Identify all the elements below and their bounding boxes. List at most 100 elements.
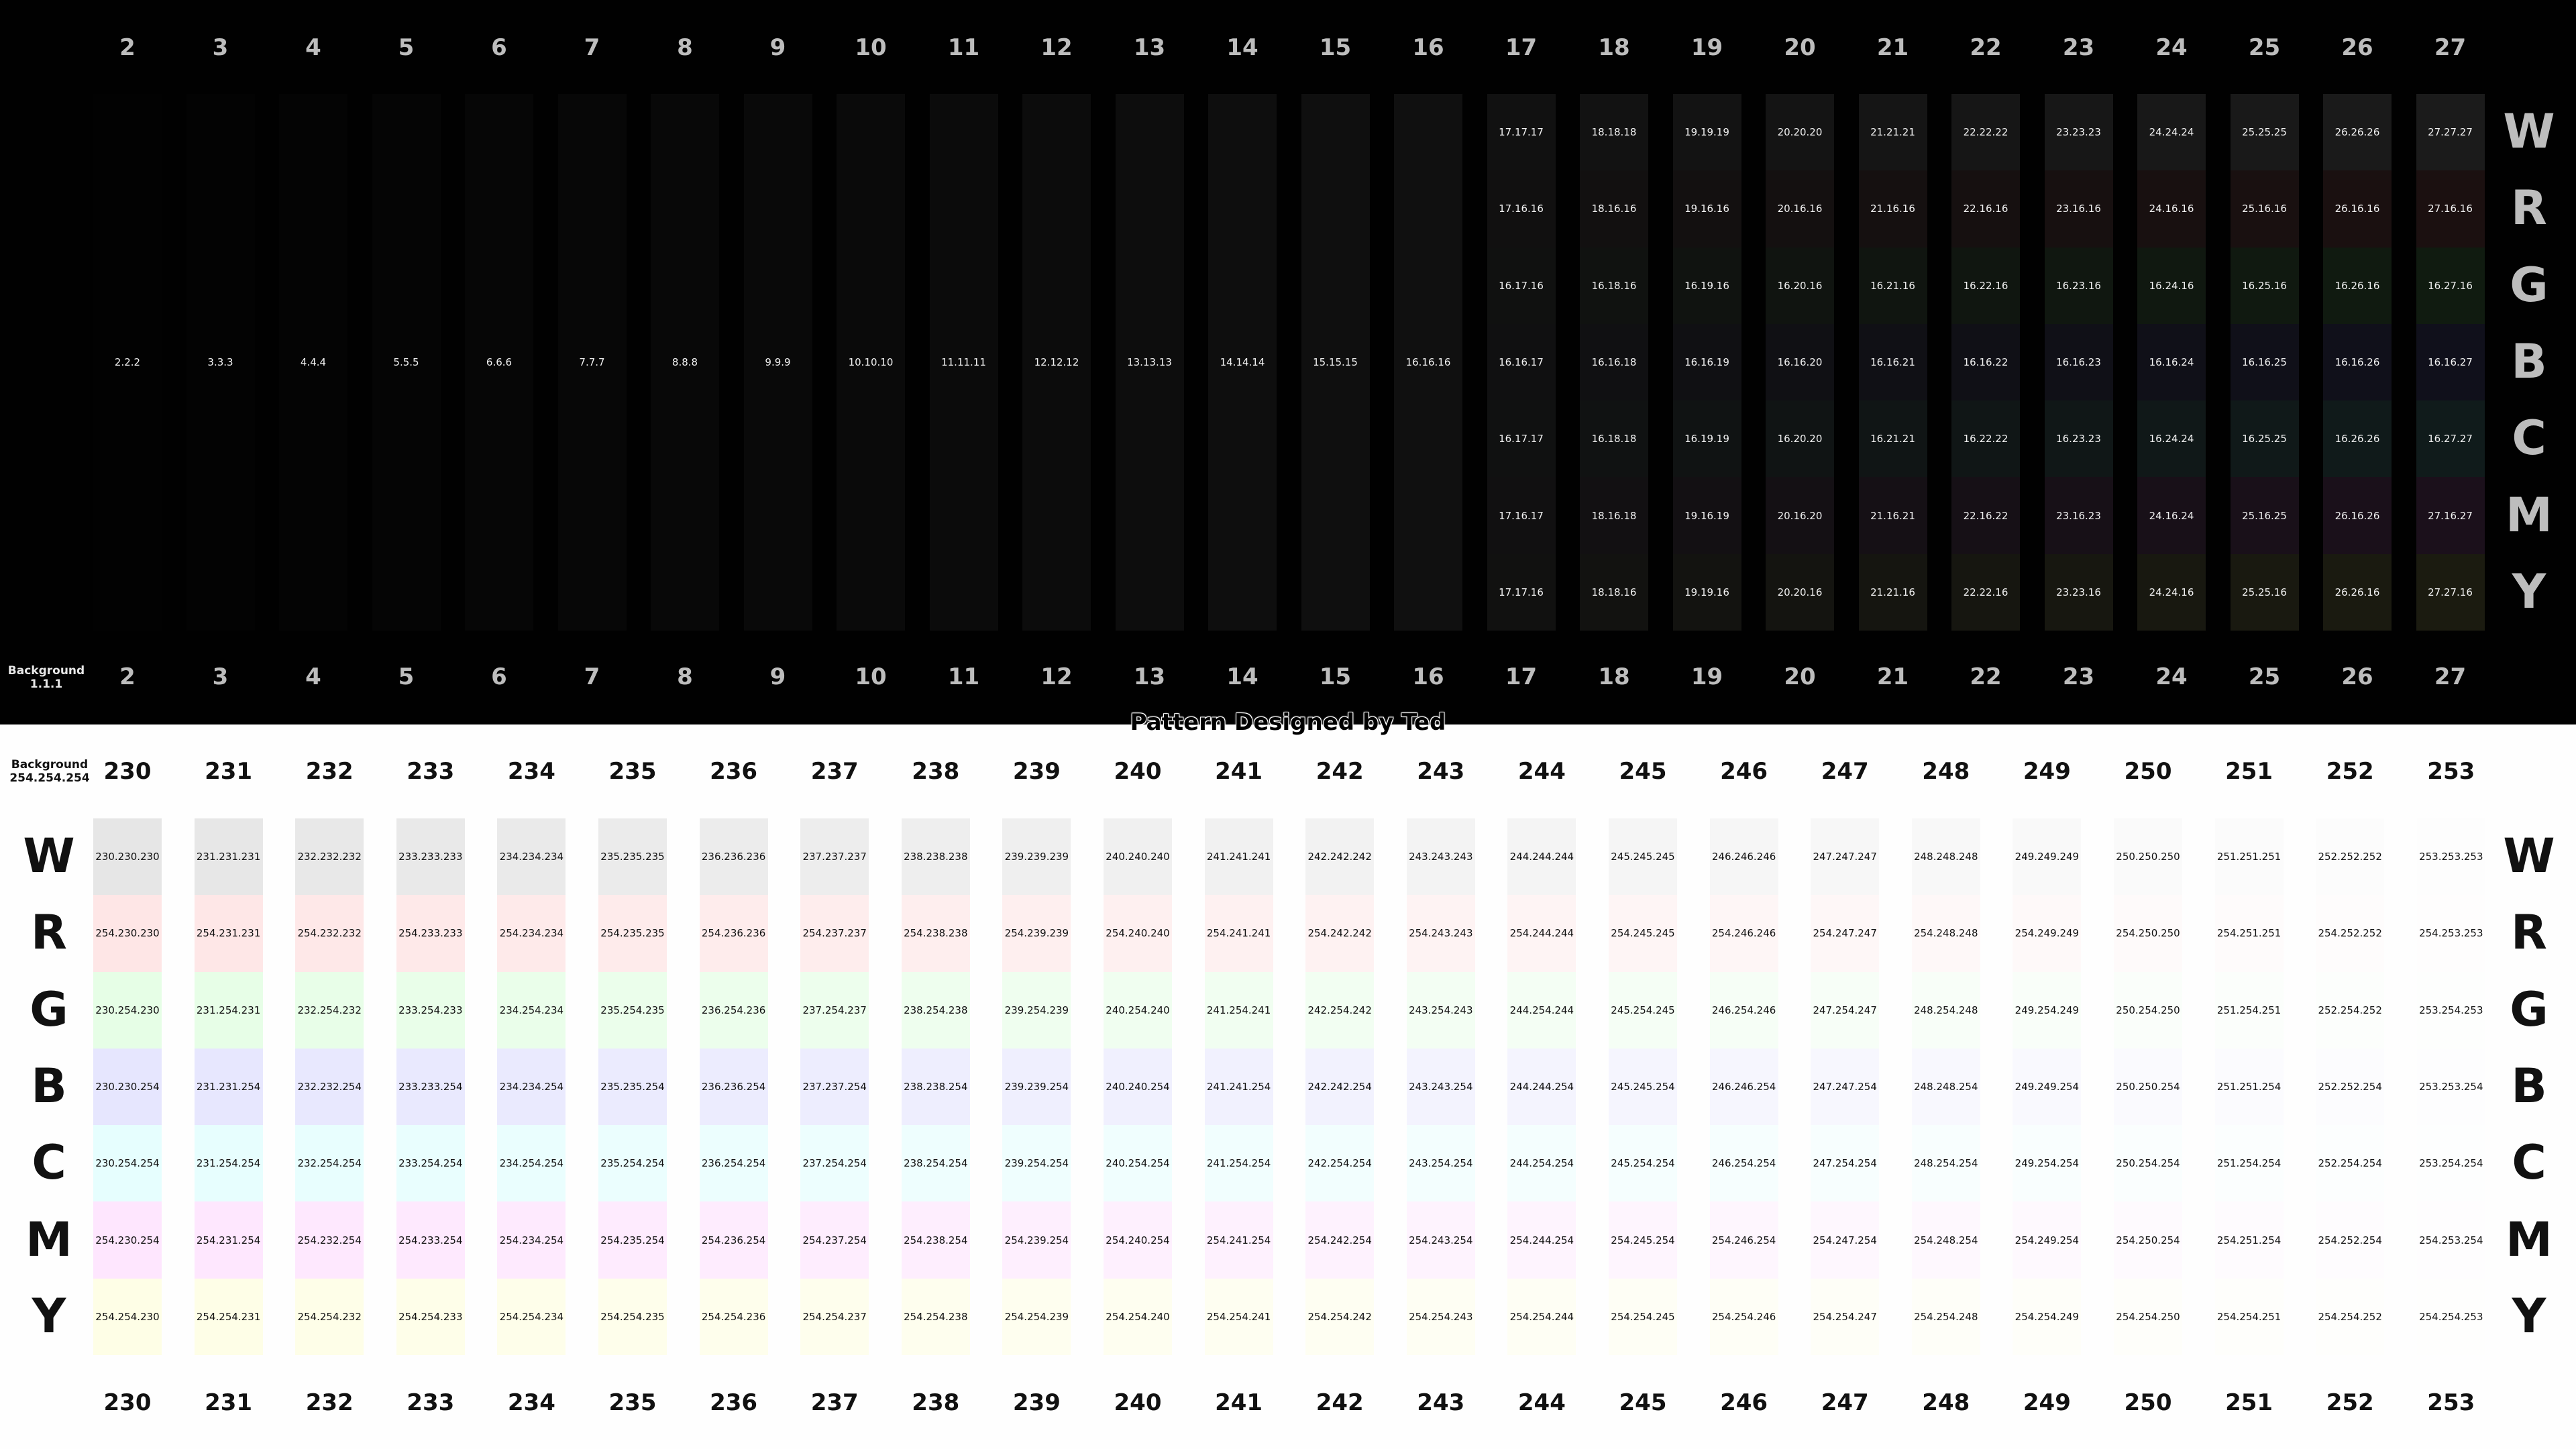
light-row-letter-right-c: C [2512,1135,2546,1191]
dark-swatch-label-6: 6.6.6 [486,356,513,368]
light-level-bottom-242: 242 [1316,1389,1364,1416]
dark-row-letter-m: M [2506,487,2553,543]
light-level-top-237: 237 [810,758,859,785]
dark-level-bottom-12: 12 [1040,663,1073,690]
light-swatch-m-233: 254.233.254 [396,1201,465,1279]
light-swatch-r-232: 254.232.232 [295,895,364,972]
light-swatch-r-248: 254.248.248 [1911,895,1980,972]
dark-level-top-20: 20 [1784,34,1816,61]
light-swatch-y-240: 254.254.240 [1104,1278,1172,1355]
light-swatch-w-252: 252.252.252 [2316,818,2385,896]
light-swatch-m-245: 254.245.254 [1609,1201,1677,1279]
light-swatch-r-230: 254.230.230 [93,895,162,972]
dark-swatch-g-17: 16.17.16 [1487,247,1556,324]
dark-swatch-r-19: 19.16.16 [1672,170,1741,248]
light-swatch-r-252: 254.252.252 [2316,895,2385,972]
light-level-top-235: 235 [608,758,657,785]
light-swatch-w-236: 236.236.236 [699,818,768,896]
light-swatch-m-247: 254.247.254 [1811,1201,1880,1279]
light-swatch-c-241: 241.254.254 [1204,1125,1273,1202]
light-row-letter-left-b: B [31,1059,67,1114]
light-level-top-242: 242 [1316,758,1364,785]
light-swatch-g-234: 234.254.234 [497,971,566,1049]
dark-swatch-y-19: 19.19.16 [1672,553,1741,631]
light-swatch-g-241: 241.254.241 [1204,971,1273,1049]
light-swatch-y-237: 254.254.237 [800,1278,869,1355]
light-swatch-w-245: 245.245.245 [1609,818,1677,896]
dark-swatch-c-21: 16.21.21 [1858,400,1927,478]
light-swatch-g-233: 233.254.233 [396,971,465,1049]
light-swatch-r-250: 254.250.250 [2114,895,2182,972]
dark-row-letter-y: Y [2512,564,2546,619]
light-swatch-r-242: 254.242.242 [1305,895,1375,972]
light-swatch-r-240: 254.240.240 [1104,895,1172,972]
light-swatch-w-231: 231.231.231 [194,818,263,896]
dark-swatch-b-24: 16.16.24 [2137,323,2206,401]
light-swatch-y-249: 254.254.249 [2012,1278,2082,1355]
dark-level-top-13: 13 [1133,34,1166,61]
light-swatch-w-247: 247.247.247 [1811,818,1880,896]
dark-swatch-y-26: 26.26.16 [2323,553,2392,631]
dark-swatch-column-10 [837,94,905,631]
light-level-bottom-234: 234 [507,1389,555,1416]
light-swatch-g-242: 242.254.242 [1305,971,1375,1049]
light-background-label-title: Background [11,758,89,771]
light-swatch-b-240: 240.240.254 [1104,1048,1172,1126]
dark-row-letter-r: R [2511,180,2547,236]
dark-level-top-25: 25 [2248,34,2281,61]
light-level-bottom-235: 235 [608,1389,657,1416]
light-swatch-g-250: 250.254.250 [2114,971,2182,1049]
dark-level-bottom-15: 15 [1319,663,1352,690]
dark-swatch-column-9 [743,94,812,631]
light-swatch-g-244: 244.254.244 [1507,971,1576,1049]
light-swatch-g-249: 249.254.249 [2012,971,2082,1049]
light-row-letter-left-w: W [23,828,75,884]
dark-swatch-g-22: 16.22.16 [1951,247,2020,324]
light-swatch-m-253: 254.253.254 [2416,1201,2485,1279]
dark-swatch-column-12 [1022,94,1091,631]
dark-swatch-g-26: 16.26.16 [2323,247,2392,324]
light-swatch-w-239: 239.239.239 [1002,818,1071,896]
light-swatch-y-241: 254.254.241 [1204,1278,1273,1355]
dark-swatch-w-22: 22.22.22 [1951,94,2020,171]
light-swatch-r-236: 254.236.236 [699,895,768,972]
dark-background-label: Background 1.1.1 [3,664,90,691]
dark-swatch-column-13 [1115,94,1184,631]
dark-row-letter-g: G [2510,257,2548,313]
dark-swatch-w-25: 25.25.25 [2230,94,2299,171]
light-swatch-c-234: 234.254.254 [497,1125,566,1202]
light-level-top-236: 236 [710,758,758,785]
dark-swatch-w-24: 24.24.24 [2137,94,2206,171]
dark-swatch-y-18: 18.18.16 [1580,553,1648,631]
dark-background-label-value: 1.1.1 [30,677,63,691]
light-swatch-r-239: 254.239.239 [1002,895,1071,972]
light-swatch-c-240: 240.254.254 [1104,1125,1172,1202]
dark-level-top-11: 11 [947,34,980,61]
dark-swatch-c-18: 16.18.18 [1580,400,1648,478]
dark-level-bottom-23: 23 [2062,663,2095,690]
light-swatch-c-235: 235.254.254 [598,1125,667,1202]
light-swatch-c-242: 242.254.254 [1305,1125,1375,1202]
light-swatch-c-248: 248.254.254 [1911,1125,1980,1202]
dark-swatch-label-12: 12.12.12 [1034,356,1079,368]
light-swatch-r-251: 254.251.251 [2214,895,2284,972]
light-swatch-c-247: 247.254.254 [1811,1125,1880,1202]
light-swatch-y-251: 254.254.251 [2214,1278,2284,1355]
dark-swatch-r-24: 24.16.16 [2137,170,2206,248]
light-swatch-b-251: 251.251.254 [2214,1048,2284,1126]
light-swatch-r-245: 254.245.245 [1609,895,1677,972]
light-swatch-m-248: 254.248.254 [1911,1201,1980,1279]
light-swatch-w-234: 234.234.234 [497,818,566,896]
dark-swatch-b-19: 16.16.19 [1672,323,1741,401]
light-swatch-b-237: 237.237.254 [800,1048,869,1126]
dark-swatch-c-24: 16.24.24 [2137,400,2206,478]
light-level-bottom-246: 246 [1720,1389,1768,1416]
light-swatch-y-246: 254.254.246 [1709,1278,1778,1355]
light-level-top-248: 248 [1922,758,1970,785]
light-swatch-c-244: 244.254.254 [1507,1125,1576,1202]
dark-swatch-label-2: 2.2.2 [114,356,141,368]
pattern-credit: Pattern Designed by Ted [1130,709,1446,736]
dark-swatch-r-17: 17.16.16 [1487,170,1556,248]
light-swatch-b-235: 235.235.254 [598,1048,667,1126]
light-swatch-g-246: 246.254.246 [1709,971,1778,1049]
